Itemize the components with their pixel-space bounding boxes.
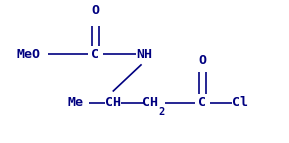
Text: C: C bbox=[91, 48, 99, 61]
Text: MeO: MeO bbox=[17, 48, 41, 61]
Text: Cl: Cl bbox=[232, 97, 248, 109]
Text: CH: CH bbox=[142, 97, 158, 109]
Text: O: O bbox=[198, 54, 206, 66]
Text: C: C bbox=[198, 97, 206, 109]
Text: 2: 2 bbox=[158, 107, 164, 117]
Text: NH: NH bbox=[136, 48, 153, 61]
Text: Me: Me bbox=[67, 97, 83, 109]
Text: CH: CH bbox=[105, 97, 121, 109]
Text: O: O bbox=[91, 4, 99, 16]
